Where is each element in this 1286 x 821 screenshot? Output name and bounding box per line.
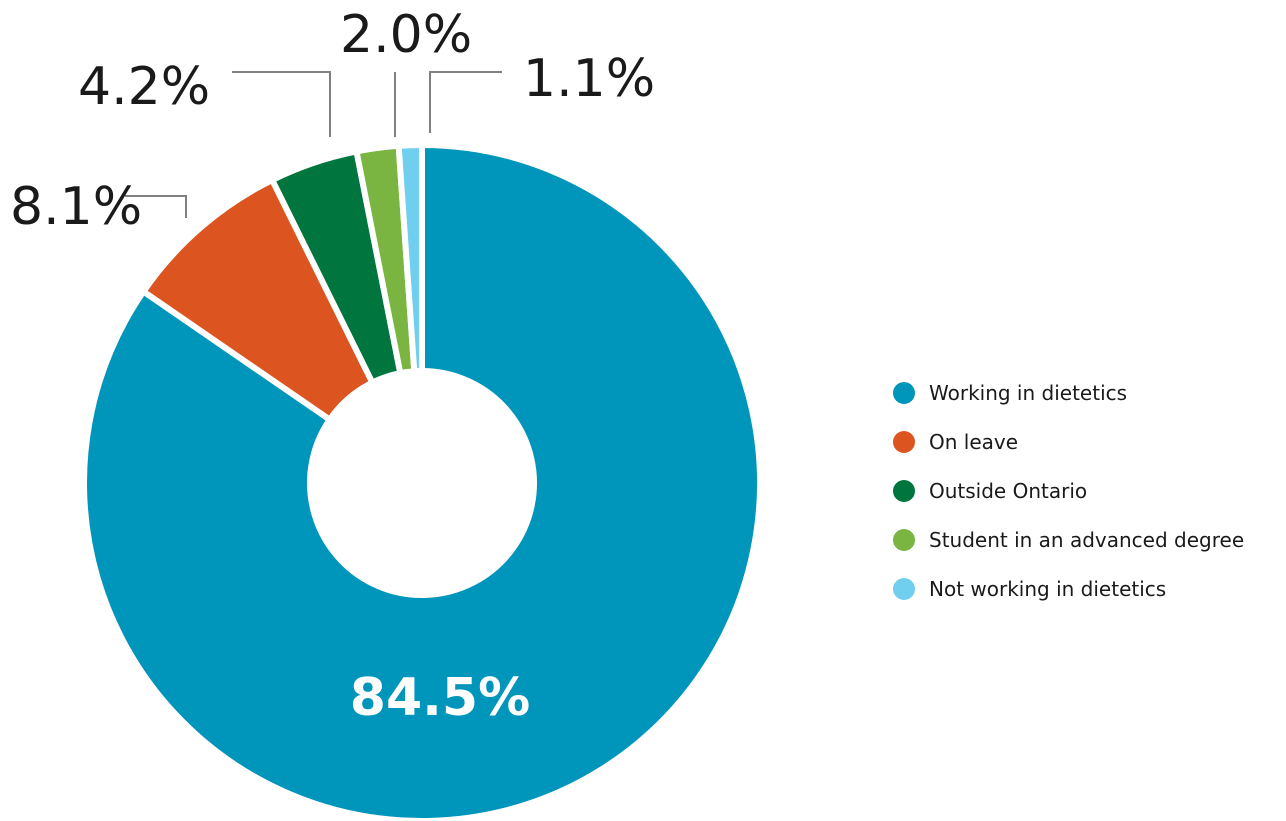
legend-swatch-working-in-dietetics (893, 382, 915, 404)
value-label-on-leave: 8.1% (10, 177, 142, 237)
legend-label-on-leave: On leave (929, 430, 1018, 454)
legend: Working in dietetics On leave Outside Onta… (893, 381, 1244, 601)
legend-label-outside-ontario: Outside Ontario (929, 479, 1087, 503)
slice-working-in-dietetics (81, 141, 763, 821)
value-label-student-in-an-advanced-degree: 2.0% (340, 5, 472, 65)
legend-label-working-in-dietetics: Working in dietetics (929, 381, 1127, 405)
donut-slices (81, 141, 763, 821)
legend-swatch-on-leave (893, 431, 915, 453)
legend-label-not-working-in-dietetics: Not working in dietetics (929, 577, 1166, 601)
value-label-outside-ontario: 4.2% (78, 57, 210, 117)
legend-swatch-outside-ontario (893, 480, 915, 502)
slice-on-leave (139, 175, 377, 424)
legend-swatch-student-in-an-advanced-degree (893, 529, 915, 551)
value-label-working-in-dietetics: 84.5% (350, 668, 530, 728)
legend-label-student-in-an-advanced-degree: Student in an advanced degree (929, 528, 1244, 552)
slice-not-working-in-dietetics (395, 141, 425, 375)
callout-line-outside-ontario (232, 71, 331, 137)
value-labels: 84.5% 8.1% 4.2% 2.0% 1.1% (10, 5, 655, 728)
callout-lines (125, 71, 502, 218)
value-label-not-working-in-dietetics: 1.1% (523, 49, 655, 109)
callout-line-on-leave (125, 195, 187, 218)
callout-line-not-working-in-dietetics (429, 71, 502, 133)
legend-swatch-not-working-in-dietetics (893, 578, 915, 600)
